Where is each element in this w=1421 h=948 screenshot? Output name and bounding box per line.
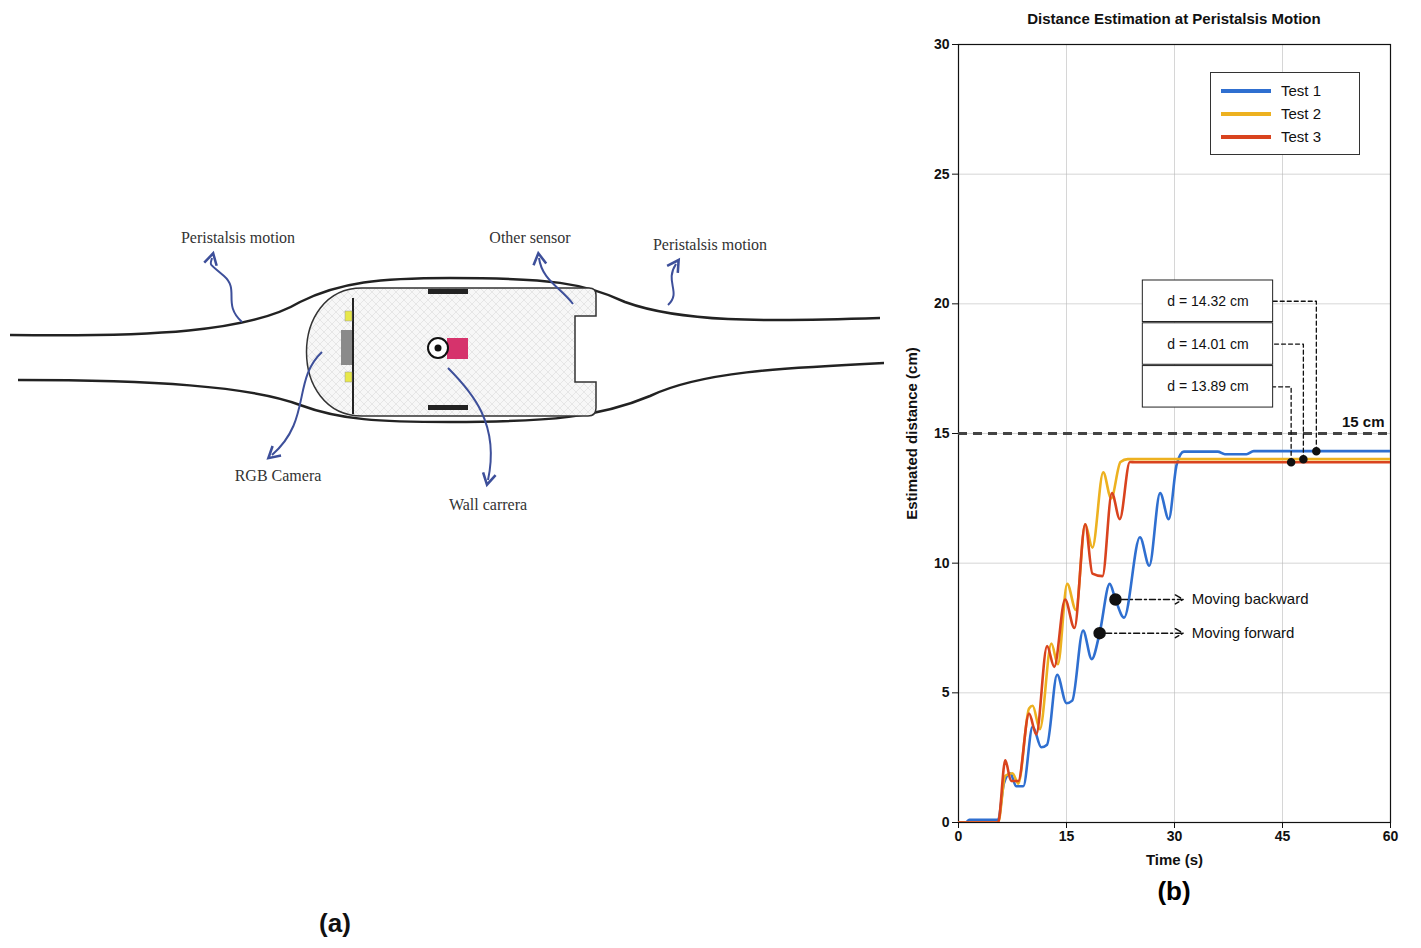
svg-text:RGB Camera: RGB Camera [235,467,322,484]
html-text:(b): (b) [1157,876,1191,906]
svg-text:Other sensor: Other sensor [489,229,571,246]
svg-text:15 cm: 15 cm [1342,413,1385,430]
svg-text:15: 15 [1059,828,1075,844]
html-text:Distance Estimation at Perista: Distance Estimation at Peristalsis Motio… [1027,10,1321,27]
svg-text:(a): (a) [319,908,351,938]
svg-text:5: 5 [942,684,950,700]
html-text:Test 3: Test 3 [1281,128,1321,145]
svg-text:10: 10 [934,555,950,571]
svg-text:45: 45 [1275,828,1291,844]
svg-text:Time (s): Time (s) [1146,851,1203,868]
html-text:Test 2: Test 2 [1281,105,1321,122]
svg-text:20: 20 [934,295,950,311]
svg-text:Moving backward: Moving backward [1192,590,1309,607]
svg-text:0: 0 [955,828,963,844]
svg-text:d = 14.01 cm: d = 14.01 cm [1167,336,1248,352]
svg-text:25: 25 [934,166,950,182]
svg-text:Moving forward: Moving forward [1192,624,1295,641]
svg-text:Peristalsis motion: Peristalsis motion [653,236,767,253]
svg-text:Peristalsis motion: Peristalsis motion [181,229,295,246]
svg-text:Wall carrera: Wall carrera [449,496,527,513]
html-text:Test 1: Test 1 [1281,82,1321,99]
svg-text:Estimated distance (cm): Estimated distance (cm) [903,347,920,520]
svg-text:30: 30 [1167,828,1183,844]
svg-text:d = 13.89 cm: d = 13.89 cm [1167,378,1248,394]
svg-text:30: 30 [934,36,950,52]
svg-text:60: 60 [1383,828,1399,844]
svg-text:15: 15 [934,425,950,441]
svg-text:d = 14.32 cm: d = 14.32 cm [1167,293,1248,309]
svg-text:0: 0 [942,814,950,830]
